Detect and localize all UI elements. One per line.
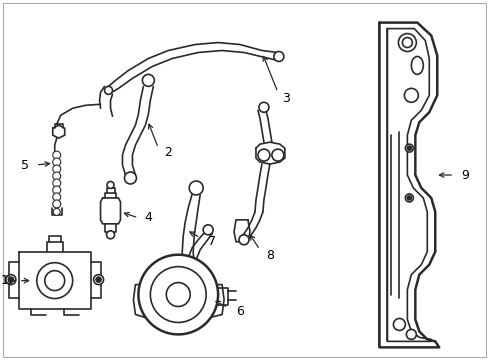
Circle shape xyxy=(53,179,61,187)
Circle shape xyxy=(142,75,154,86)
Text: 8: 8 xyxy=(265,249,273,262)
Circle shape xyxy=(6,275,16,285)
Text: 2: 2 xyxy=(164,145,172,159)
Ellipse shape xyxy=(410,57,423,75)
Circle shape xyxy=(150,267,206,323)
Text: 1: 1 xyxy=(5,274,13,287)
Circle shape xyxy=(53,193,61,201)
Circle shape xyxy=(407,196,410,200)
Circle shape xyxy=(107,181,114,189)
Circle shape xyxy=(405,194,412,202)
Circle shape xyxy=(53,186,61,194)
Circle shape xyxy=(45,271,64,291)
Circle shape xyxy=(406,329,415,339)
Circle shape xyxy=(96,277,101,282)
Circle shape xyxy=(138,255,218,334)
Circle shape xyxy=(53,200,61,208)
Circle shape xyxy=(259,102,268,112)
Circle shape xyxy=(53,158,61,166)
Circle shape xyxy=(8,277,13,282)
Circle shape xyxy=(93,275,103,285)
Circle shape xyxy=(407,146,410,150)
Circle shape xyxy=(203,225,213,235)
Text: 1: 1 xyxy=(1,274,9,287)
Circle shape xyxy=(124,172,136,184)
Circle shape xyxy=(53,208,60,215)
Text: 5: 5 xyxy=(21,158,29,172)
Circle shape xyxy=(53,172,61,180)
Circle shape xyxy=(258,149,269,161)
Text: 6: 6 xyxy=(236,305,244,318)
Circle shape xyxy=(189,181,203,195)
Circle shape xyxy=(398,33,415,51)
Circle shape xyxy=(106,231,114,239)
Circle shape xyxy=(271,149,283,161)
Circle shape xyxy=(405,144,412,152)
Text: 4: 4 xyxy=(144,211,152,224)
Text: 3: 3 xyxy=(281,92,289,105)
Text: 7: 7 xyxy=(208,235,216,248)
Circle shape xyxy=(37,263,73,298)
Circle shape xyxy=(166,283,190,306)
Circle shape xyxy=(404,88,417,102)
Circle shape xyxy=(53,165,61,173)
Circle shape xyxy=(393,319,405,330)
Circle shape xyxy=(402,37,411,48)
Circle shape xyxy=(239,235,248,245)
Circle shape xyxy=(273,51,283,62)
Text: 9: 9 xyxy=(460,168,468,181)
Circle shape xyxy=(53,151,61,159)
Circle shape xyxy=(104,86,112,94)
